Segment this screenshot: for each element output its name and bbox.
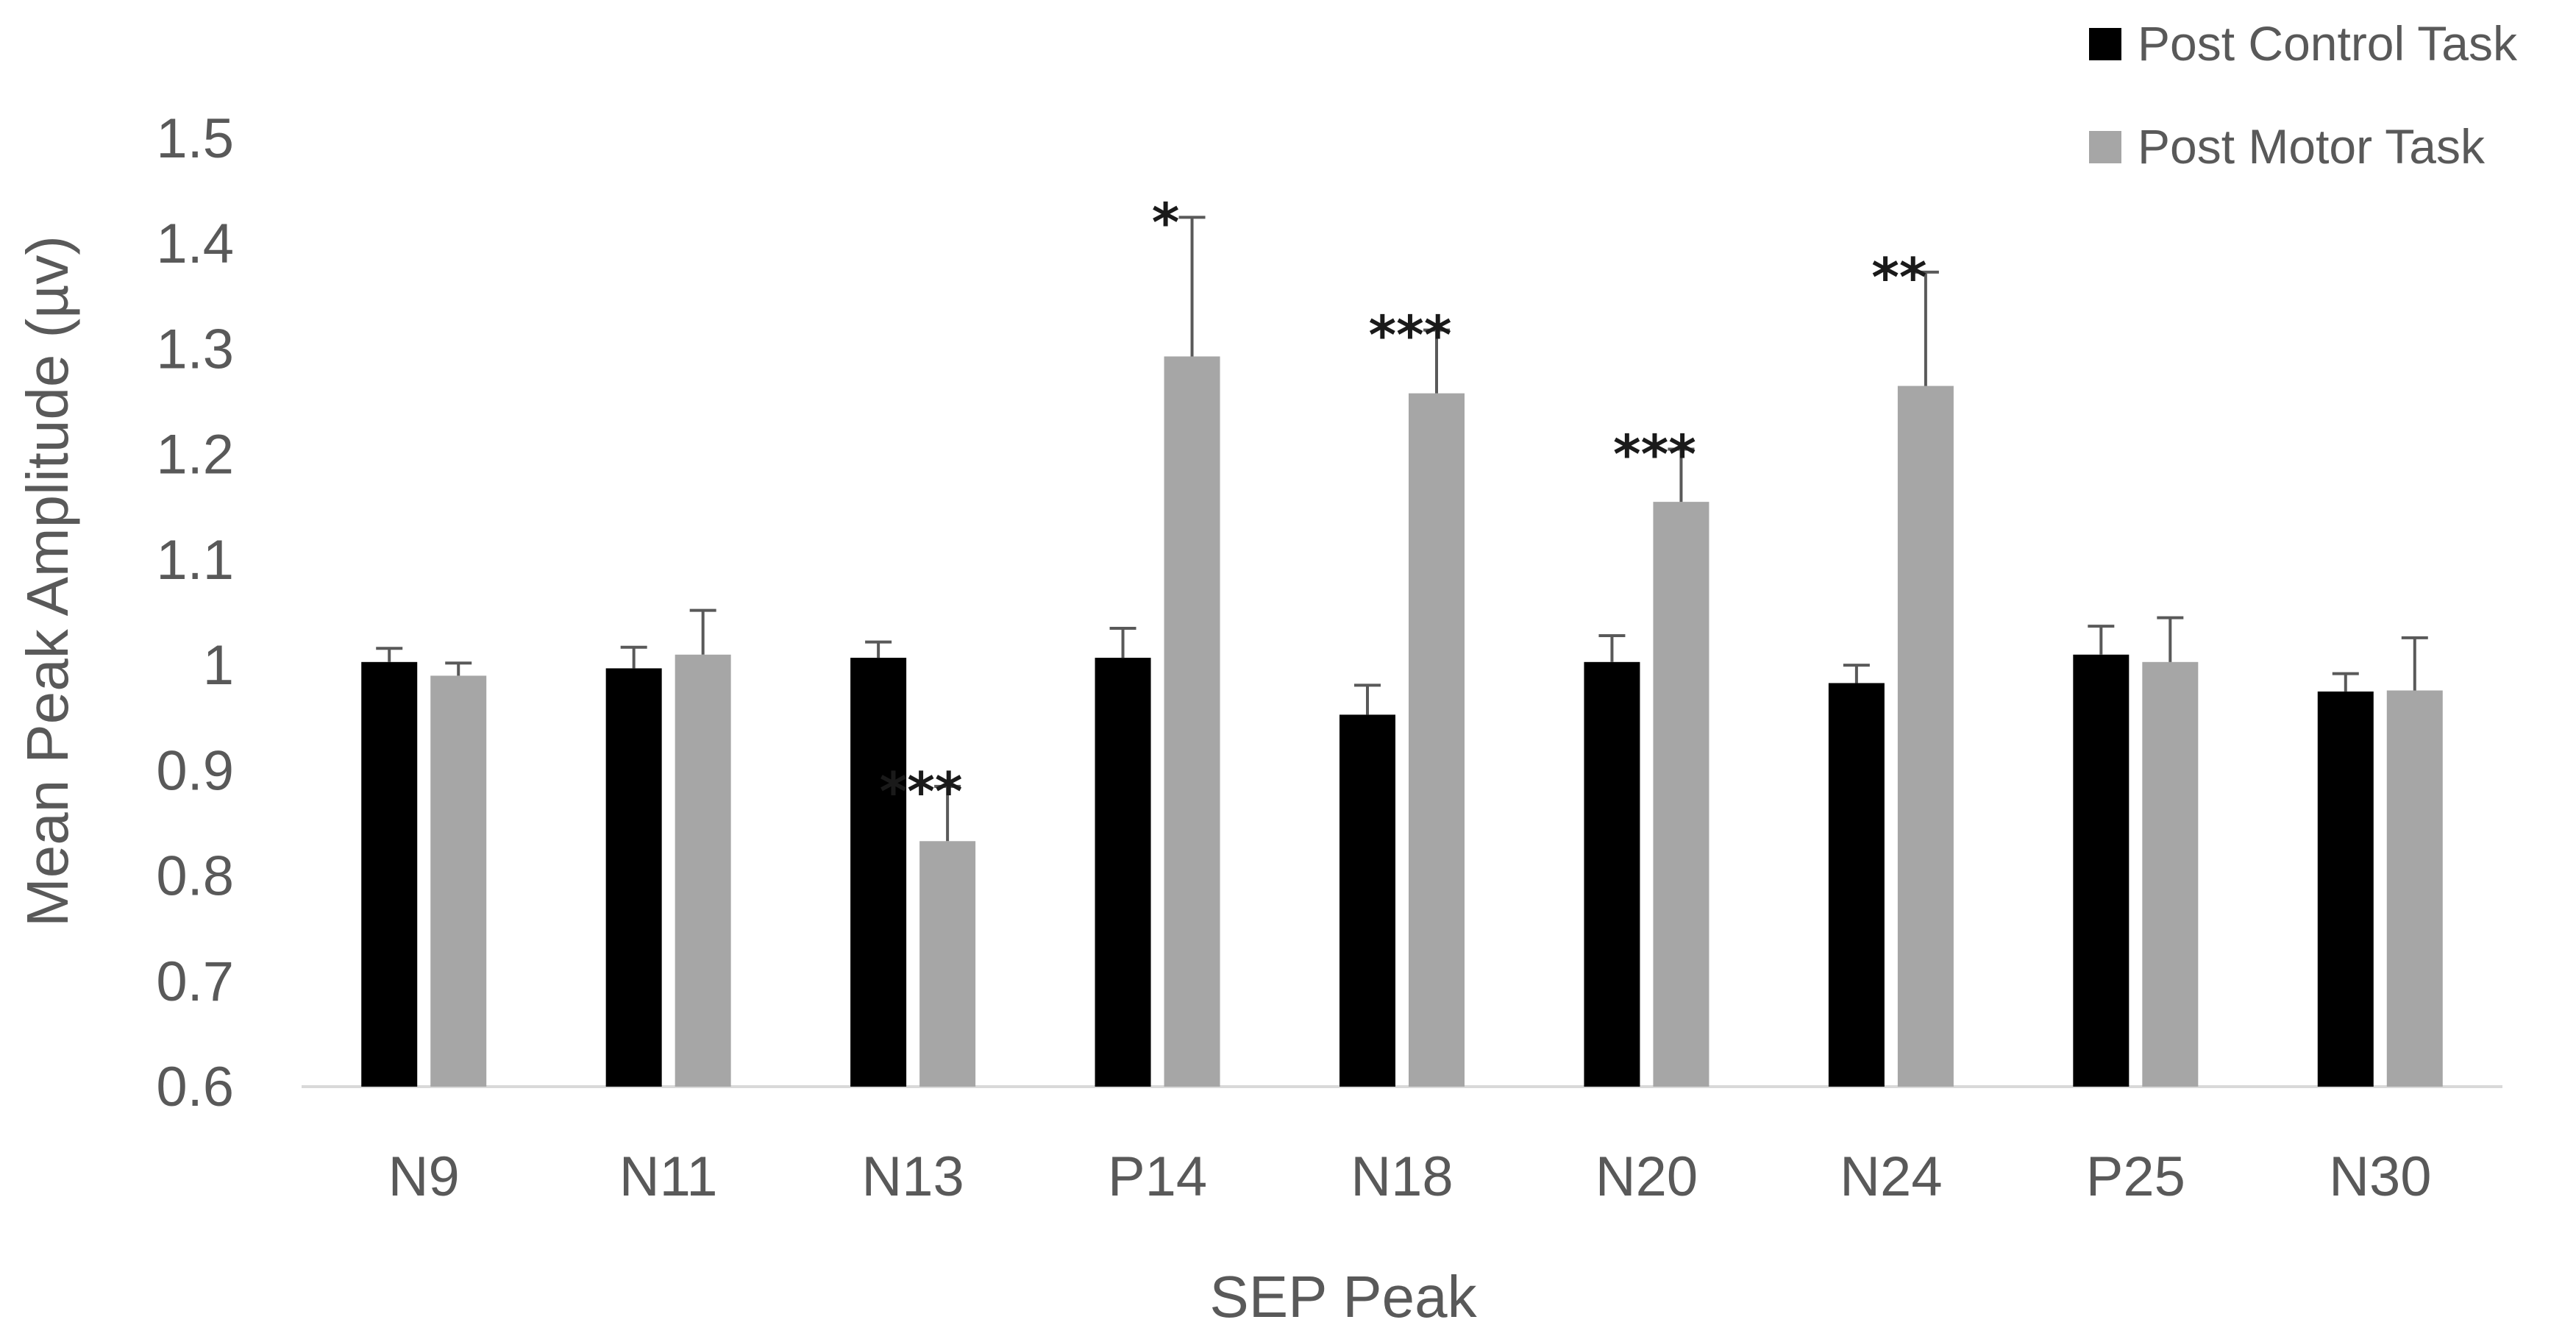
y-tick-label: 1.1: [156, 529, 234, 592]
bar-n13-post-control: [850, 658, 907, 1087]
bar-n9-post-control: [361, 661, 418, 1087]
legend-swatch-post-motor: [2089, 131, 2121, 163]
x-axis-ticks: N9 N11 N13 P14 N18 N20 N24 P25 N30: [388, 1146, 2432, 1208]
x-tick-label-n24: N24: [1840, 1146, 1942, 1208]
y-tick-label: 1.5: [156, 107, 234, 170]
significance-label-n24: **: [1871, 246, 1926, 308]
bar-n13-post-motor: [919, 841, 976, 1087]
significance-label-p14: *: [1152, 191, 1180, 253]
x-tick-label-p14: P14: [1108, 1146, 1207, 1208]
x-tick-label-n9: N9: [388, 1146, 460, 1208]
bar-n20-post-control: [1584, 661, 1640, 1087]
x-tick-label-n30: N30: [2329, 1146, 2431, 1208]
bar-p14-post-control: [1095, 658, 1151, 1087]
x-tick-label-n20: N20: [1595, 1146, 1698, 1208]
x-tick-label-p25: P25: [2086, 1146, 2185, 1208]
bar-p14-post-motor: [1164, 356, 1220, 1087]
bar-n30-post-control: [2317, 691, 2374, 1087]
bar-n24-post-control: [1828, 683, 1885, 1087]
x-tick-label-n13: N13: [861, 1146, 964, 1208]
error-bars: [376, 216, 2428, 842]
bar-n11-post-control: [605, 668, 662, 1087]
legend-label-post-control: Post Control Task: [2138, 16, 2518, 71]
significance-annotations: ************: [880, 191, 1927, 822]
y-tick-label: 1.3: [156, 318, 234, 380]
bar-n18-post-motor: [1409, 393, 1465, 1087]
bars: [361, 356, 2443, 1087]
x-tick-label-n11: N11: [619, 1146, 718, 1208]
bar-n24-post-motor: [1897, 386, 1954, 1087]
y-tick-label: 0.7: [156, 951, 234, 1013]
bar-p25-post-motor: [2142, 661, 2199, 1087]
significance-label-n13: ***: [880, 761, 963, 823]
x-tick-label-n18: N18: [1351, 1146, 1453, 1208]
significance-label-n18: ***: [1369, 305, 1452, 366]
legend: Post Control Task Post Motor Task: [2089, 16, 2518, 174]
legend-label-post-motor: Post Motor Task: [2138, 119, 2486, 174]
x-axis-title: SEP Peak: [1209, 1264, 1477, 1329]
bar-n9-post-motor: [430, 675, 487, 1087]
y-axis-ticks: 0.6 0.7 0.8 0.9 1 1.1 1.2 1.3 1.4 1.5: [156, 107, 234, 1118]
y-tick-label: 1.4: [156, 213, 234, 275]
bar-p25-post-control: [2073, 654, 2130, 1087]
bar-n11-post-motor: [675, 654, 731, 1087]
bar-n20-post-motor: [1653, 502, 1709, 1087]
y-tick-label: 0.6: [156, 1056, 234, 1118]
significance-label-n20: ***: [1613, 424, 1696, 486]
bar-n18-post-control: [1339, 714, 1395, 1087]
y-axis-title: Mean Peak Amplitude (µv): [15, 235, 80, 927]
y-tick-label: 1: [203, 634, 234, 697]
y-tick-label: 1.2: [156, 424, 234, 486]
legend-swatch-post-control: [2089, 28, 2121, 60]
y-tick-label: 0.8: [156, 845, 234, 908]
y-tick-label: 0.9: [156, 739, 234, 802]
bar-n30-post-motor: [2386, 690, 2443, 1087]
